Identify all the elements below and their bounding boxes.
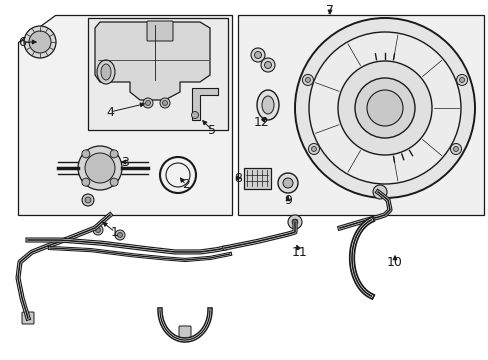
Polygon shape: [18, 15, 231, 215]
Text: 3: 3: [121, 156, 129, 168]
Circle shape: [278, 173, 297, 193]
Circle shape: [311, 147, 316, 152]
Circle shape: [366, 90, 402, 126]
Circle shape: [162, 100, 167, 105]
Ellipse shape: [262, 96, 273, 114]
Text: 4: 4: [106, 105, 114, 118]
Circle shape: [354, 78, 414, 138]
Circle shape: [337, 61, 431, 155]
Circle shape: [191, 112, 198, 118]
Circle shape: [291, 219, 297, 225]
Circle shape: [264, 62, 271, 68]
FancyBboxPatch shape: [243, 167, 270, 189]
Ellipse shape: [97, 60, 115, 84]
Polygon shape: [192, 88, 218, 120]
Circle shape: [78, 146, 122, 190]
Circle shape: [372, 185, 386, 199]
Text: 1: 1: [111, 225, 119, 238]
Circle shape: [261, 58, 274, 72]
Text: 9: 9: [284, 194, 291, 207]
Text: 11: 11: [291, 246, 307, 258]
Circle shape: [287, 215, 302, 229]
Circle shape: [250, 48, 264, 62]
Circle shape: [110, 178, 118, 186]
Text: 10: 10: [386, 256, 402, 269]
Circle shape: [160, 98, 170, 108]
Bar: [238, 15, 483, 215]
Circle shape: [308, 144, 319, 154]
Circle shape: [81, 178, 90, 186]
Circle shape: [95, 228, 101, 233]
Polygon shape: [95, 22, 209, 100]
Circle shape: [302, 75, 313, 85]
Circle shape: [82, 194, 94, 206]
FancyBboxPatch shape: [179, 326, 191, 338]
Circle shape: [459, 77, 464, 82]
Ellipse shape: [257, 90, 279, 120]
Text: 7: 7: [325, 4, 333, 17]
Circle shape: [110, 150, 118, 158]
Circle shape: [456, 75, 467, 85]
Circle shape: [117, 233, 122, 238]
Text: 12: 12: [254, 116, 269, 129]
Circle shape: [145, 100, 150, 105]
Circle shape: [294, 18, 474, 198]
FancyBboxPatch shape: [22, 312, 34, 324]
Text: 8: 8: [234, 171, 242, 184]
Circle shape: [452, 147, 458, 152]
Circle shape: [81, 150, 90, 158]
Circle shape: [308, 32, 460, 184]
Circle shape: [29, 31, 51, 53]
Text: 6: 6: [18, 36, 26, 49]
Circle shape: [115, 230, 125, 240]
Circle shape: [93, 225, 103, 235]
Circle shape: [305, 77, 310, 82]
Text: 2: 2: [182, 179, 189, 192]
Circle shape: [142, 98, 153, 108]
Circle shape: [283, 178, 292, 188]
Circle shape: [24, 26, 56, 58]
Circle shape: [449, 144, 461, 154]
Ellipse shape: [101, 64, 111, 80]
Circle shape: [254, 51, 261, 58]
Circle shape: [85, 153, 115, 183]
Text: 5: 5: [207, 123, 216, 136]
Bar: [88, 18, 227, 130]
FancyBboxPatch shape: [147, 21, 173, 41]
Circle shape: [85, 197, 91, 203]
